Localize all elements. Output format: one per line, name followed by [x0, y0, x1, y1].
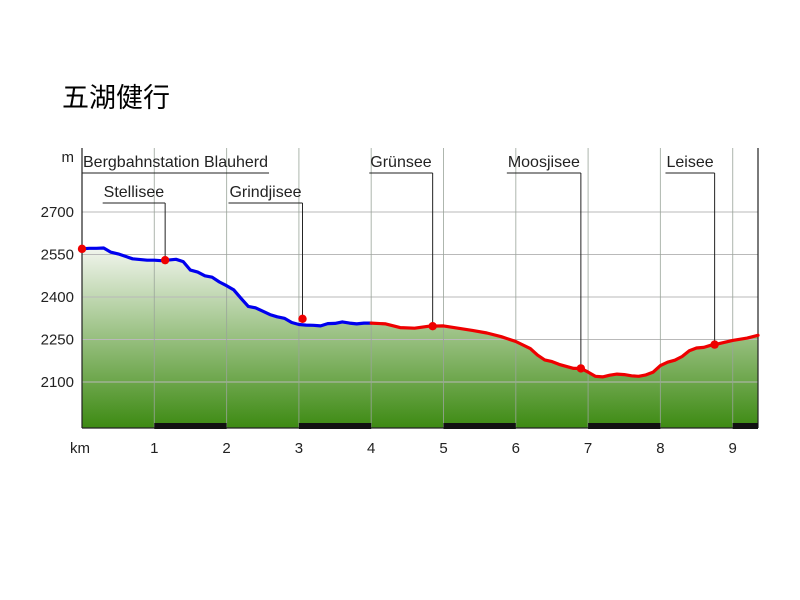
- station-marker: [710, 340, 719, 349]
- line-layer: [80, 246, 760, 379]
- x-tick-label: 2: [222, 440, 230, 457]
- x-axis-unit-label: km: [70, 440, 90, 457]
- profile-area: [82, 248, 758, 428]
- y-tick-label: 2250: [41, 332, 74, 349]
- page-title: 五湖健行: [62, 83, 170, 114]
- axis-layer: 2100 2250 2400 2550 2700 1 2 3 4 5 6 7 8 9 m km: [41, 149, 737, 457]
- profile-line-red: [369, 321, 760, 379]
- station-marker: [576, 364, 586, 373]
- km-scale-segment: [443, 423, 516, 429]
- frame-layer: [81, 148, 759, 429]
- y-tick-label: 2400: [41, 289, 74, 306]
- station-label: Leisee: [666, 154, 713, 171]
- x-tick-label: 5: [439, 440, 447, 457]
- area-layer: [82, 248, 758, 428]
- profile-line-blue: [80, 246, 373, 328]
- station-label: Grindjisee: [229, 184, 301, 201]
- y-tick-label: 2700: [41, 204, 74, 221]
- x-tick-label: 4: [367, 440, 375, 457]
- station-marker: [77, 244, 87, 254]
- x-tick-label: 6: [512, 440, 520, 457]
- station-marker: [298, 314, 307, 324]
- station-label: Grünsee: [370, 154, 431, 171]
- station-marker: [160, 255, 170, 265]
- km-scale-segment: [298, 423, 372, 429]
- km-scale-segment: [154, 423, 227, 429]
- y-axis-unit-label: m: [62, 149, 75, 166]
- x-tick-label: 1: [150, 440, 158, 457]
- x-tick-label: 8: [656, 440, 664, 457]
- y-tick-label: 2550: [41, 247, 74, 264]
- station-label: Moosjisee: [508, 154, 580, 171]
- station-label: Bergbahnstation Blauherd: [83, 154, 268, 171]
- station-marker: [428, 321, 437, 331]
- y-tick-label: 2100: [41, 374, 74, 391]
- x-tick-label: 9: [729, 440, 737, 457]
- grid-layer: [82, 148, 758, 428]
- station-layer: Bergbahnstation Blauherd Stellisee Grindji…: [77, 154, 719, 373]
- station-label: Stellisee: [104, 184, 165, 201]
- x-tick-label: 3: [295, 440, 303, 457]
- x-tick-label: 7: [584, 440, 592, 457]
- km-scale-segment: [588, 423, 661, 429]
- km-scale-segment: [732, 423, 758, 429]
